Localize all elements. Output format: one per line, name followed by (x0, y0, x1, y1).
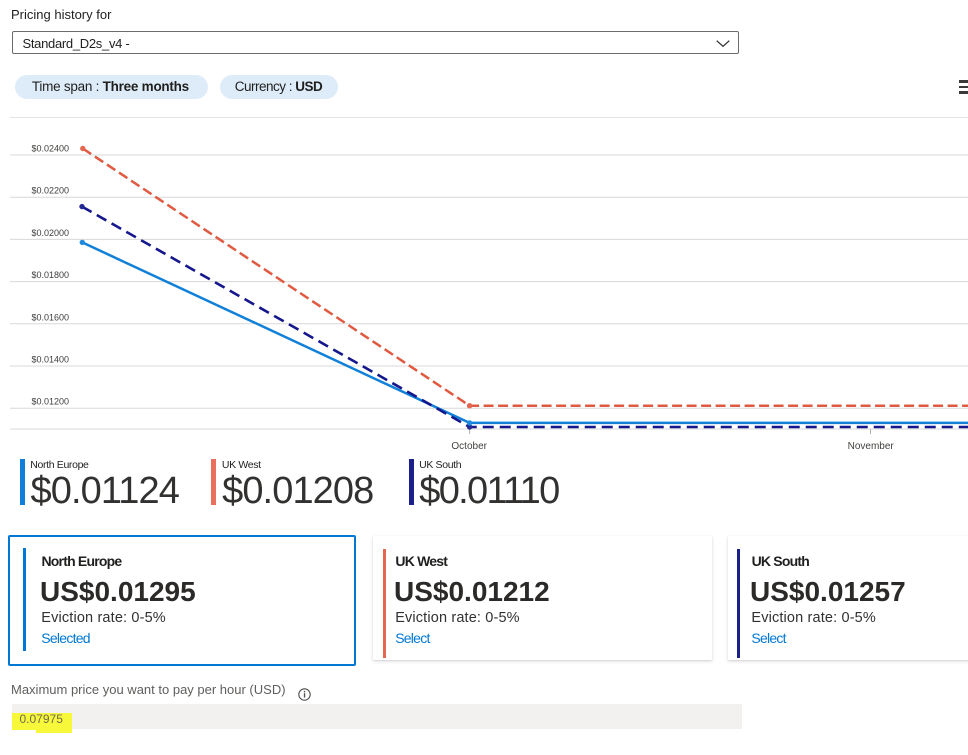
svg-text:$0.01400: $0.01400 (31, 355, 69, 365)
svg-text:October: October (451, 441, 487, 452)
svg-text:$0.01600: $0.01600 (31, 312, 69, 322)
svg-text:$0.02000: $0.02000 (31, 228, 69, 238)
svg-text:$0.01800: $0.01800 (31, 270, 69, 280)
svg-text:November: November (848, 441, 895, 452)
svg-text:$0.01200: $0.01200 (31, 397, 69, 407)
svg-text:$0.02200: $0.02200 (31, 186, 69, 196)
svg-text:$0.02400: $0.02400 (31, 144, 69, 154)
